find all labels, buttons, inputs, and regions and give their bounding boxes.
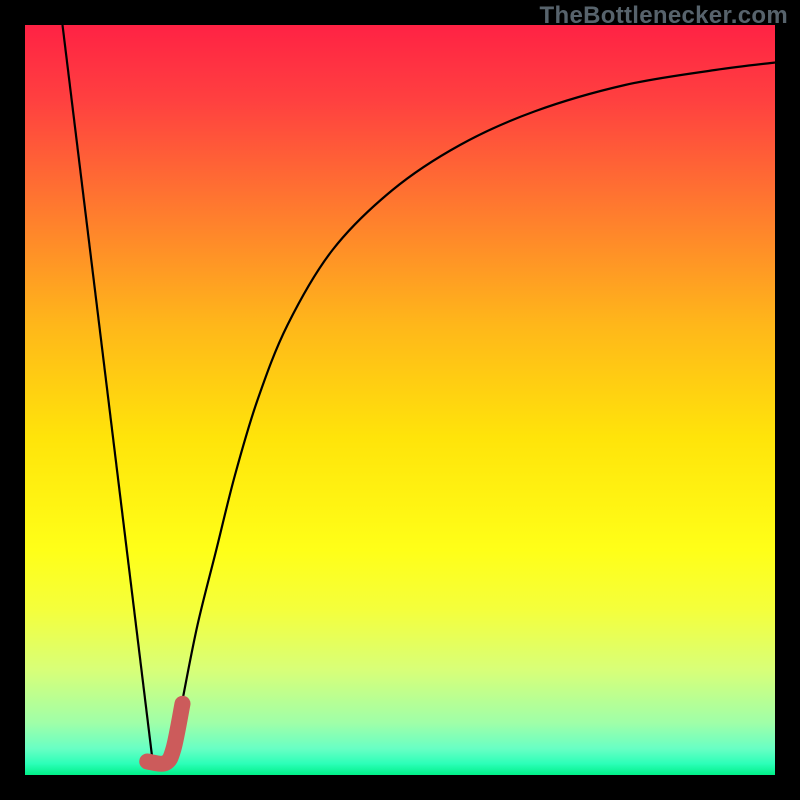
bottleneck-chart: TheBottlenecker.com [0,0,800,800]
chart-background-gradient [25,25,775,775]
chart-canvas [0,0,800,800]
watermark-text: TheBottlenecker.com [540,2,788,30]
